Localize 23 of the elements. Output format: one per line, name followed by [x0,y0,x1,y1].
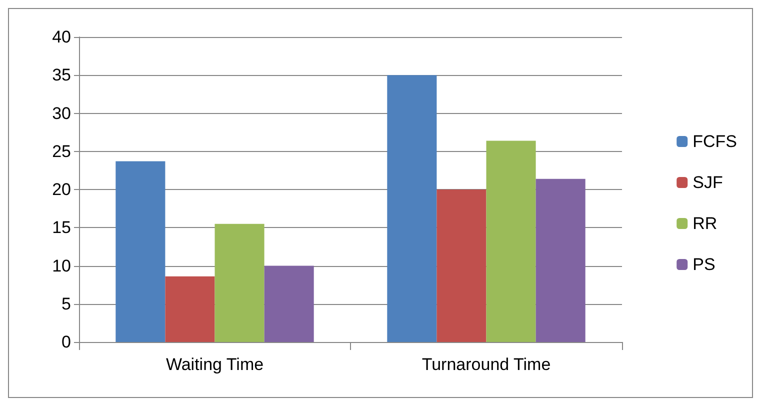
y-tick-label: 25 [52,142,71,161]
bar [486,140,536,342]
bar [264,266,314,342]
y-tick-label: 20 [52,180,71,199]
bar [116,161,166,342]
legend-label: SJF [692,173,723,192]
y-tick-label: 0 [62,332,71,352]
y-tick-label: 35 [52,66,71,85]
x-tick-label: Turnaround Time [422,355,551,374]
bar [436,190,486,342]
legend-label: FCFS [692,132,738,151]
legend-label: RR [692,214,718,233]
y-tick-label: 40 [52,28,71,46]
bar [387,75,437,342]
bar [214,224,264,342]
legend-label: PS [692,255,716,274]
y-tick-label: 10 [52,256,71,276]
bar [165,276,215,342]
bar [536,178,586,342]
y-tick-label: 5 [62,294,71,314]
y-tick-label: 30 [52,104,71,123]
x-tick-label: Waiting Time [166,355,264,374]
y-tick-label: 15 [52,218,71,238]
